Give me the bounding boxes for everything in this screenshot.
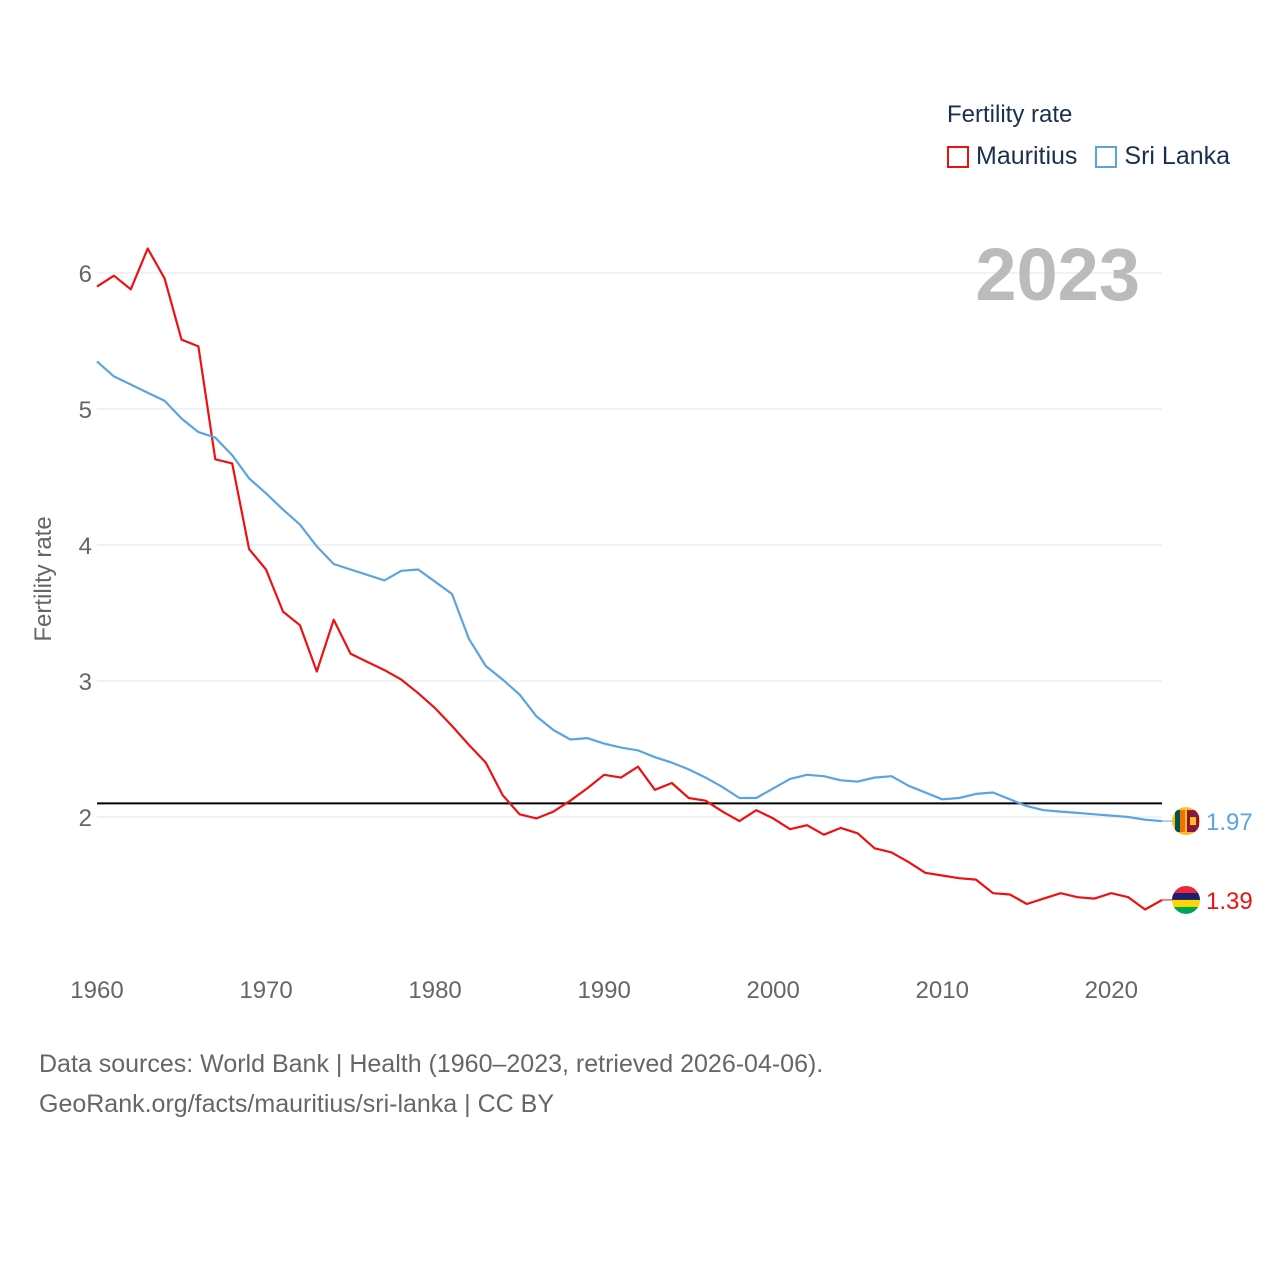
y-tick-label-6: 6 — [79, 261, 92, 288]
legend-item-mauritius[interactable]: Mauritius — [947, 142, 1077, 171]
x-tick-label-2000: 2000 — [746, 977, 799, 1004]
y-tick-label-2: 2 — [79, 805, 92, 832]
sri-lanka-flag-icon — [1172, 807, 1200, 836]
legend-swatch-mauritius — [947, 145, 969, 168]
legend-label-sri-lanka: Sri Lanka — [1124, 142, 1231, 170]
series-line-sri-lanka[interactable] — [96, 360, 1163, 823]
legend-item-sri-lanka[interactable]: Sri Lanka — [1095, 142, 1230, 171]
y-tick-label-4: 4 — [79, 533, 92, 560]
legend-swatch-sri-lanka — [1095, 145, 1118, 168]
attribution-text: GeoRank.org/facts/mauritius/sri-lanka | … — [39, 1090, 555, 1118]
x-tick-label-1980: 1980 — [408, 977, 461, 1004]
legend-title: Fertility rate — [947, 101, 1073, 128]
end-value-label-sri-lanka: 1.97 — [1206, 809, 1253, 836]
x-tick-label-1990: 1990 — [577, 977, 630, 1004]
x-tick-label-1960: 1960 — [70, 977, 123, 1004]
y-tick-label-5: 5 — [79, 397, 92, 424]
year-label: 2023 — [975, 233, 1140, 316]
legend: Mauritius Sri Lanka — [947, 142, 1248, 171]
y-axis-label: Fertility rate — [30, 516, 57, 641]
legend-label-mauritius: Mauritius — [976, 142, 1078, 170]
x-axis-ticks: 1960 1970 1980 1990 2000 2010 2020 — [70, 977, 1138, 1004]
mauritius-flag-icon — [1172, 885, 1200, 914]
y-axis-ticks: 2 3 4 5 6 — [79, 261, 92, 832]
series-line-mauritius[interactable] — [96, 247, 1163, 911]
end-value-label-mauritius: 1.39 — [1206, 888, 1253, 915]
x-tick-label-2010: 2010 — [916, 977, 969, 1004]
y-tick-label-3: 3 — [79, 669, 92, 696]
data-source-text: Data sources: World Bank | Health (1960–… — [39, 1050, 824, 1078]
gridlines — [97, 272, 1162, 818]
x-tick-label-2020: 2020 — [1085, 977, 1138, 1004]
series-lines — [96, 247, 1163, 911]
x-tick-label-1970: 1970 — [239, 977, 292, 1004]
series-end-markers: 1.39 1.97 — [1162, 807, 1253, 915]
footer: Data sources: World Bank | Health (1960–… — [39, 1044, 823, 1124]
